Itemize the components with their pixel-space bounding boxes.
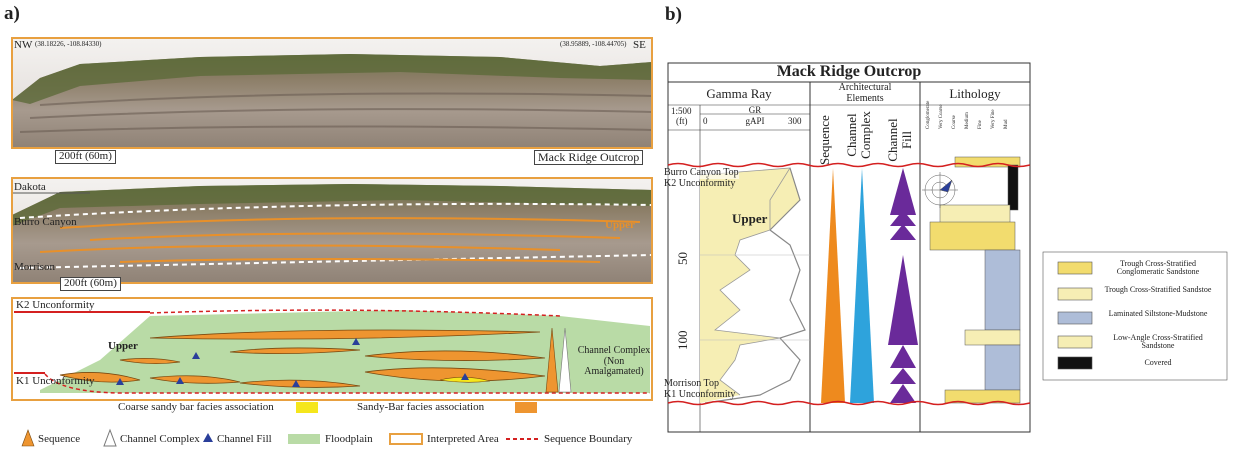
scale-bar: 200ft (60m) bbox=[55, 150, 116, 164]
column-header: Gamma Ray bbox=[668, 87, 810, 101]
lithology-column bbox=[922, 157, 1020, 403]
legend-label: Covered bbox=[1098, 359, 1218, 367]
panel-label: b) bbox=[665, 5, 682, 25]
coordinates: (38.95889, -108.44705) bbox=[560, 41, 627, 48]
unit-label: Upper bbox=[732, 212, 767, 226]
legend-label: Laminated Siltstone-Mudstone bbox=[1098, 310, 1218, 318]
legend-label: Interpreted Area bbox=[427, 434, 499, 446]
formation-label: Morrison bbox=[14, 262, 55, 274]
unit-label: Upper bbox=[605, 220, 635, 232]
legend-label: Floodplain bbox=[325, 434, 373, 446]
facies-label: Coarse sandy bar facies association bbox=[118, 402, 274, 414]
legend-label: Channel Complex bbox=[120, 434, 200, 446]
grain-size-label: Mud bbox=[1004, 120, 1009, 129]
legend-label: Channel Fill bbox=[217, 434, 272, 446]
outcrop-photo bbox=[12, 38, 652, 148]
grain-size-label: Coarse bbox=[952, 115, 957, 129]
grain-size-label: Very Coarse bbox=[939, 104, 944, 129]
architectural-elements bbox=[821, 168, 918, 403]
direction-label: SE bbox=[633, 40, 646, 52]
grain-size-label: Medium bbox=[965, 112, 970, 129]
top-name: Burro Canyon Top bbox=[664, 168, 739, 179]
legend-label: Sequence Boundary bbox=[544, 434, 632, 446]
curve-max: 300 bbox=[788, 117, 802, 126]
boundary-label: K2 Unconformity bbox=[16, 300, 95, 312]
boundary-label: K1 Unconformity bbox=[16, 376, 95, 388]
facies-label: Sandy-Bar facies association bbox=[357, 402, 484, 414]
scale-bar: 200ft (60m) bbox=[60, 277, 121, 291]
element-label: Sequence bbox=[818, 115, 832, 165]
element-label: Channel Complex bbox=[845, 105, 872, 165]
interpreted-photo bbox=[12, 178, 652, 283]
legend-label: Low-Angle Cross-Stratified Sandstone bbox=[1098, 334, 1218, 351]
formation-label: Burro Canyon bbox=[14, 217, 77, 229]
surface-name: K1 Unconformity bbox=[664, 390, 735, 401]
depth-label: 50 bbox=[676, 252, 690, 265]
coordinates: (38.18226, -108.84330) bbox=[35, 41, 102, 48]
element-label: Channel Fill bbox=[886, 115, 913, 165]
gamma-ray-curve bbox=[700, 168, 805, 403]
facies-swatch bbox=[515, 402, 537, 413]
facies-swatch bbox=[296, 402, 318, 413]
legend-label: Sequence bbox=[38, 434, 80, 446]
legend-label: Trough Cross-Stratified Conglomeratic Sa… bbox=[1098, 260, 1218, 277]
curve-name: GR bbox=[700, 106, 810, 115]
channel-complex-label: Channel Complex (Non Amalgamated) bbox=[575, 346, 653, 378]
figure: a) NW (38.18226, -108.84330) (38.95889, … bbox=[0, 0, 1238, 449]
depth-label: 100 bbox=[676, 331, 690, 351]
direction-label: NW bbox=[14, 40, 32, 52]
grain-size-label: Conglomerate bbox=[926, 101, 931, 129]
panel-label: a) bbox=[4, 4, 20, 24]
legend-label: Trough Cross-Stratified Sandstoe bbox=[1098, 286, 1218, 294]
top-name: Morrison Top bbox=[664, 379, 719, 390]
unit-label: Upper bbox=[108, 341, 138, 353]
log-title: Mack Ridge Outcrop bbox=[668, 64, 1030, 81]
grain-size-label: Fine bbox=[978, 120, 983, 129]
depth-unit: (ft) bbox=[676, 117, 688, 126]
column-header: Lithology bbox=[920, 87, 1030, 101]
grain-size-label: Very Fine bbox=[991, 109, 996, 129]
column-header: Architectural Elements bbox=[820, 83, 910, 104]
surface-name: K2 Unconformity bbox=[664, 179, 735, 190]
formation-label: Dakota bbox=[14, 182, 46, 194]
photo-caption: Mack Ridge Outcrop bbox=[534, 150, 643, 165]
